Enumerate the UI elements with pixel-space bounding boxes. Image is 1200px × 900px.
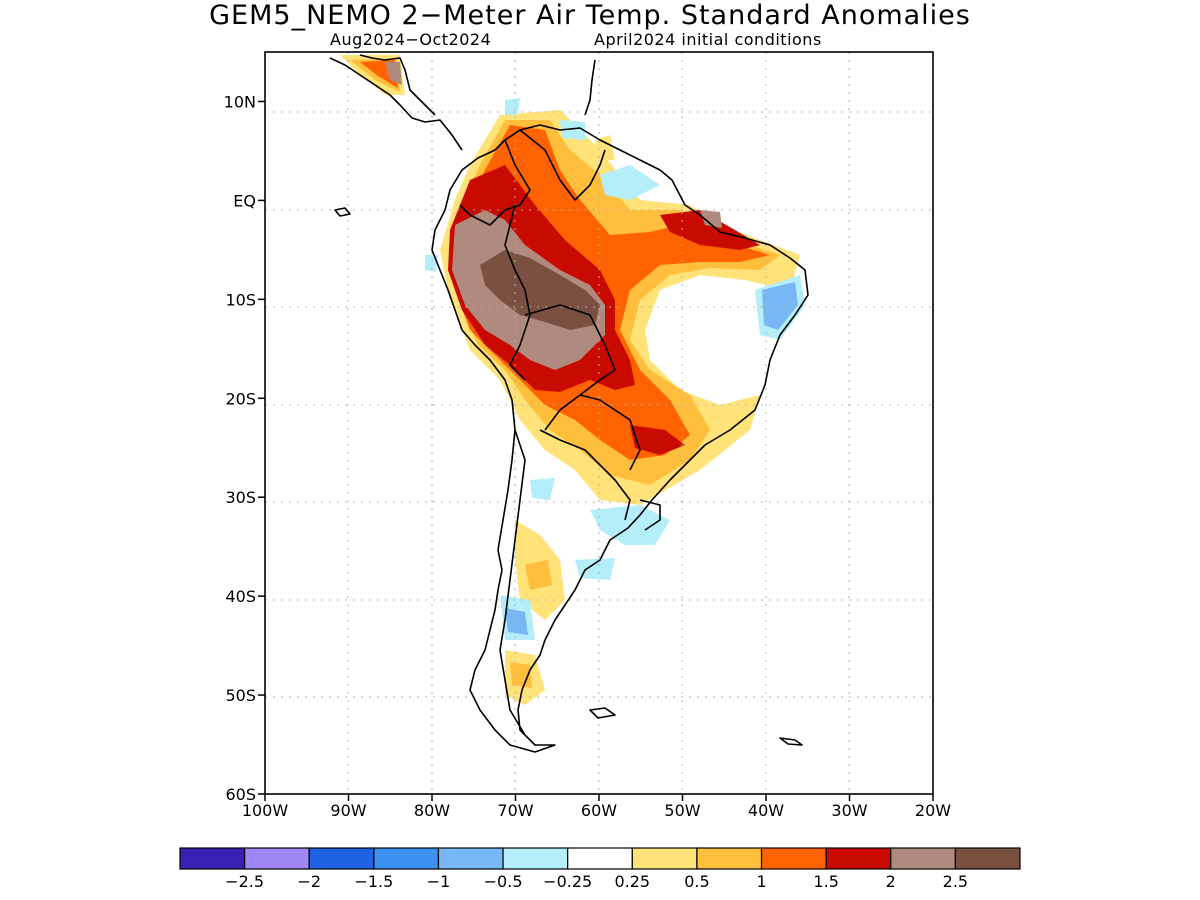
border-line: [519, 129, 606, 201]
colorbar-label: −2: [297, 872, 321, 891]
border-line: [524, 304, 616, 431]
lat-tick-label: 50S: [225, 686, 256, 705]
colorbar-swatch: [308, 847, 375, 870]
colorbar-label: 2: [886, 872, 896, 891]
forecast-period: Aug2024−Oct2024: [330, 30, 492, 49]
lon-tick-label: 100W: [242, 801, 289, 820]
anomaly-region-2p5: [700, 210, 722, 228]
anomaly-region-neg0p25: [425, 255, 438, 272]
colorbar-swatch: [696, 847, 763, 870]
lat-tick-label: 60S: [225, 785, 256, 804]
lon-tick-label: 40W: [748, 801, 784, 820]
colorbar-label: −0.5: [484, 872, 523, 891]
longitude-axis: 100W 90W 80W 70W 60W 50W 40W 30W 20W: [242, 794, 951, 820]
colorbar-label: 0.25: [614, 872, 650, 891]
lon-tick-label: 30W: [831, 801, 867, 820]
anomaly-region-2: [630, 425, 685, 455]
anomaly-region-neg0p5: [762, 282, 798, 330]
colorbar-label: −1.5: [354, 872, 393, 891]
coastline-south-america: [431, 124, 809, 753]
lat-tick-label: 10S: [225, 290, 256, 309]
border-line: [539, 429, 631, 521]
colorbar-swatch: [954, 847, 1021, 870]
lon-tick-label: 50W: [664, 801, 700, 820]
lat-tick-label: 10N: [224, 92, 256, 111]
colorbar-swatch: [825, 847, 892, 870]
border-line: [579, 394, 641, 471]
anomaly-shading: [340, 55, 805, 705]
anomaly-region-neg0p25: [530, 478, 555, 500]
border-line: [499, 429, 526, 736]
lat-tick-label: 20S: [225, 389, 256, 408]
coastlines-and-borders: [329, 54, 809, 753]
coastline-galapagos: [334, 207, 351, 217]
initial-conditions-label: April2024 initial conditions: [594, 30, 822, 49]
lat-tick-label: 40S: [225, 587, 256, 606]
coastline-central-america: [329, 57, 463, 151]
border-line: [639, 499, 661, 531]
colorbar-swatch: [567, 847, 633, 870]
colorbar-label: −1: [427, 872, 451, 891]
colorbar-label: 0.5: [684, 872, 709, 891]
colorbar-swatch: [760, 847, 827, 870]
colorbar-label: −2.5: [225, 872, 264, 891]
coastline-falklands: [589, 707, 616, 719]
colorbar-label: 1.5: [813, 872, 838, 891]
colorbar-swatch: [244, 847, 310, 870]
lat-tick-label: 30S: [225, 488, 256, 507]
anomaly-region-2p5: [385, 62, 402, 85]
anomaly-region-neg0p5: [505, 608, 528, 635]
coastline-south-georgia: [779, 737, 803, 746]
anomaly-region-gt2p5: [480, 250, 600, 330]
anomaly-region-1: [525, 560, 552, 590]
coastline-caribbean: [584, 59, 596, 116]
lon-tick-label: 70W: [497, 801, 533, 820]
color-legend: −2.5 −2 −1.5 −1 −0.5 −0.25 0.25 0.5 1 1.5 2 2.5: [179, 847, 1021, 891]
colorbar-label: 2.5: [943, 872, 968, 891]
lon-tick-label: 20W: [915, 801, 951, 820]
anomaly-region-neg0p25: [575, 558, 615, 580]
border-line: [459, 139, 531, 226]
map-title: GEM5_NEMO 2−Meter Air Temp. Standard Ano…: [209, 0, 971, 31]
colorbar-swatch: [437, 847, 504, 870]
border-line: [504, 204, 531, 381]
colorbar-swatch: [373, 847, 440, 870]
lat-tick-label: EQ: [233, 191, 256, 210]
colorbar-swatch: [502, 847, 569, 870]
lon-tick-label: 90W: [330, 801, 366, 820]
colorbar-label: −0.25: [543, 872, 592, 891]
colorbar-label: 1: [756, 872, 766, 891]
lon-tick-label: 60W: [581, 801, 617, 820]
anomaly-region-neg0p25: [560, 120, 585, 140]
colorbar-swatch: [179, 847, 246, 870]
anomaly-region-2: [660, 210, 760, 250]
anomaly-region-neg0p25: [505, 98, 520, 115]
anomaly-region-neg0p25: [600, 165, 660, 200]
lon-tick-label: 80W: [414, 801, 450, 820]
anomaly-region-0p5: [595, 135, 615, 160]
colorbar-swatch: [631, 847, 698, 870]
colorbar-swatch: [890, 847, 956, 870]
latitude-axis: 10N EQ 10S 20S 30S 40S 50S 60S: [224, 92, 265, 804]
coastline-central-america: [359, 54, 436, 116]
